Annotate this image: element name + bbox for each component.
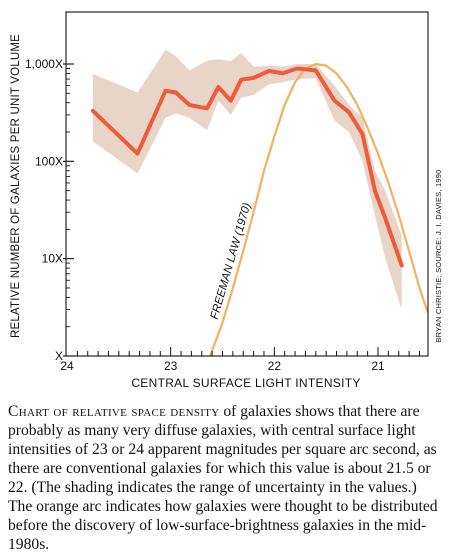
- y-tick-label: X: [55, 349, 63, 363]
- x-tick-label: 22: [268, 359, 282, 373]
- caption-lead: Chart of relative space density: [8, 403, 219, 420]
- freeman-law-label: FREEMAN LAW (1970): [209, 201, 254, 320]
- caption-body: of galaxies shows that there are probabl…: [8, 403, 438, 553]
- x-axis-label: CENTRAL SURFACE LIGHT INTENSITY: [131, 376, 360, 390]
- x-tick-label: 23: [164, 359, 178, 373]
- figure-caption: Chart of relative space density of galax…: [8, 402, 444, 554]
- y-tick-label: 1,000X: [25, 57, 63, 71]
- y-tick-label: 100X: [35, 154, 63, 168]
- y-axis-label: RELATIVE NUMBER OF GALAXIES PER UNIT VOL…: [10, 34, 22, 338]
- uncertainty-band: [93, 50, 402, 310]
- credit-line: BRYAN CHRISTIE; SOURCE: J. I. DAVIES, 19…: [434, 169, 443, 342]
- y-tick-label: 10X: [42, 252, 63, 266]
- x-tick-label: 21: [371, 359, 385, 373]
